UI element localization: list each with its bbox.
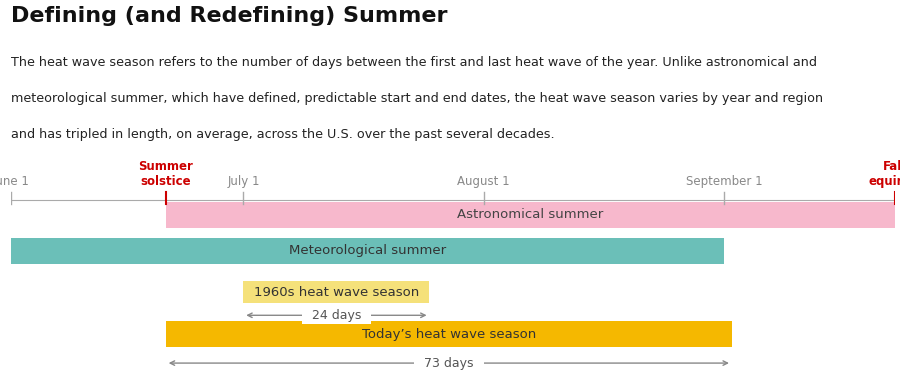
Text: September 1: September 1 <box>686 175 762 188</box>
Text: Summer
solstice: Summer solstice <box>139 160 194 188</box>
Text: 24 days: 24 days <box>303 309 369 322</box>
Bar <box>166 202 895 228</box>
Text: Meteorological summer: Meteorological summer <box>289 244 446 257</box>
Text: 1960s heat wave season: 1960s heat wave season <box>254 286 419 299</box>
Text: Today’s heat wave season: Today’s heat wave season <box>362 328 536 341</box>
Bar <box>243 282 429 303</box>
Text: Defining (and Redefining) Summer: Defining (and Redefining) Summer <box>11 6 447 26</box>
Text: August 1: August 1 <box>457 175 510 188</box>
Text: The heat wave season refers to the number of days between the first and last hea: The heat wave season refers to the numbe… <box>11 56 817 69</box>
Text: 73 days: 73 days <box>416 357 482 370</box>
Text: June 1: June 1 <box>0 175 29 188</box>
Text: Fall
equinox: Fall equinox <box>868 160 900 188</box>
Bar <box>166 321 732 347</box>
Text: and has tripled in length, on average, across the U.S. over the past several dec: and has tripled in length, on average, a… <box>11 128 554 141</box>
Bar <box>11 237 724 264</box>
Text: meteorological summer, which have defined, predictable start and end dates, the : meteorological summer, which have define… <box>11 92 823 105</box>
Text: July 1: July 1 <box>227 175 259 188</box>
Text: Astronomical summer: Astronomical summer <box>457 208 603 221</box>
